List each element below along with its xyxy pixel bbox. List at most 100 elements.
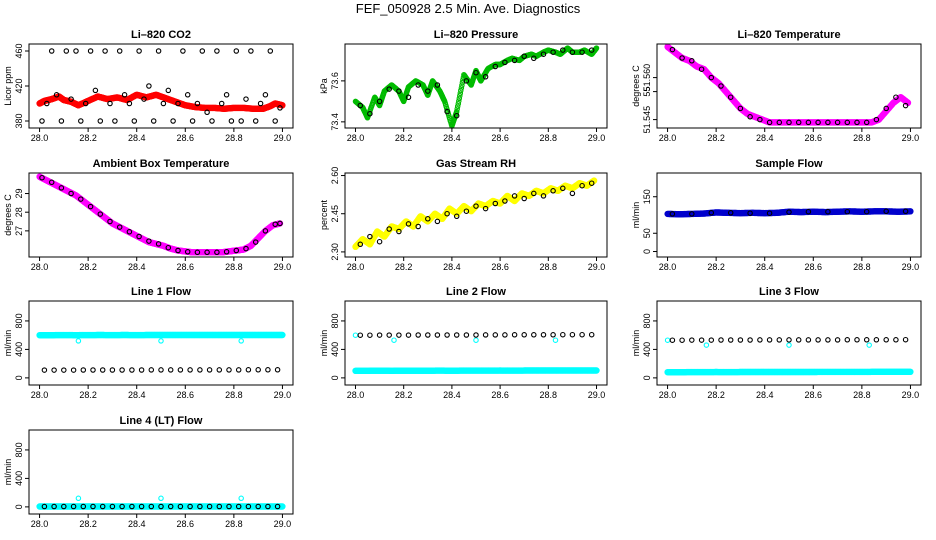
y-tick-label: 400: [14, 471, 24, 486]
panel-title-line3: Line 3 Flow: [759, 286, 819, 298]
data-point: [531, 55, 537, 62]
x-tick-label: 29.0: [588, 133, 606, 143]
data-point: [175, 100, 181, 107]
data-point: [689, 58, 695, 64]
x-tick-label: 28.4: [756, 390, 774, 400]
x-tick-label: 28.4: [128, 519, 146, 529]
data-point: [727, 337, 734, 343]
data-point: [80, 367, 87, 373]
panel-box_temp: Ambient Box Temperature 28.0 28.2 28.4 28.6 2…: [3, 158, 294, 272]
data-point: [444, 332, 450, 338]
data-point: [786, 337, 792, 343]
panel-frame-pressure: [344, 43, 608, 129]
data-point: [274, 367, 281, 373]
data-point: [455, 100, 462, 107]
data-point: [863, 337, 870, 343]
data-point: [698, 337, 705, 343]
y-tick-label: 73.4: [330, 113, 340, 131]
data-point: [376, 238, 383, 245]
data-point: [87, 48, 94, 54]
data-point: [569, 331, 576, 338]
panel-title-pressure: Li–820 Pressure: [434, 29, 518, 41]
data-point: [415, 82, 421, 88]
data-point: [492, 63, 499, 70]
data-point: [907, 208, 914, 215]
y-tick-label: 55: [642, 87, 652, 97]
series-line1-dense: [36, 331, 286, 339]
data-point: [75, 338, 82, 344]
series-co2-dense: [36, 91, 286, 113]
data-point: [243, 96, 249, 102]
y-tick-label: 2.30: [330, 243, 340, 261]
y-tick-label: 29: [14, 189, 24, 199]
data-point: [815, 119, 821, 126]
data-point: [141, 96, 147, 102]
data-point: [873, 116, 880, 123]
x-tick-label: 28.6: [805, 262, 823, 272]
data-point: [708, 74, 715, 81]
y-axis-label-rh: percent: [319, 199, 329, 230]
x-tick-label: 28.6: [491, 133, 509, 143]
data-point: [786, 119, 792, 126]
data-point: [458, 85, 465, 91]
data-point: [189, 118, 196, 124]
series-line4-spikes: [75, 495, 244, 502]
data-point: [39, 118, 45, 124]
data-point: [902, 102, 909, 109]
data-point: [223, 92, 230, 98]
data-point: [492, 332, 499, 338]
x-tick-label: 28.0: [31, 519, 49, 529]
data-point: [238, 118, 244, 124]
figure-title: FEF_050928 2.5 Min. Ave. Diagnostics: [355, 1, 581, 16]
data-point: [444, 108, 450, 115]
y-tick-label: 50: [642, 228, 652, 238]
data-point: [216, 367, 223, 373]
data-point: [75, 495, 82, 502]
x-tick-label: 28.8: [853, 262, 871, 272]
data-point: [121, 92, 128, 98]
y-tick-label: 460: [14, 43, 24, 58]
y-tick-label: 150: [642, 189, 652, 204]
x-tick-label: 28.8: [225, 519, 243, 529]
data-point: [206, 367, 213, 373]
data-point: [112, 118, 118, 124]
data-point: [844, 119, 851, 126]
series-line3-dips: [664, 337, 872, 348]
x-tick-label: 28.4: [756, 262, 774, 272]
data-point: [854, 119, 860, 126]
data-point: [766, 337, 773, 343]
data-point: [786, 342, 792, 348]
data-point: [473, 332, 479, 338]
data-point: [463, 78, 470, 84]
data-point: [883, 105, 889, 112]
panel-line1: Line 1 Flow 28.0 28.2 28.4 28.6 28.8 29.0 0 400 8…: [3, 286, 294, 400]
data-point: [44, 100, 50, 107]
x-tick-label: 28.6: [805, 133, 823, 143]
series-line1-dips: [75, 338, 244, 344]
data-point: [126, 100, 133, 107]
data-point: [757, 116, 763, 123]
data-point: [131, 118, 138, 124]
data-point: [257, 100, 264, 107]
y-axis-label-line2: ml/min: [319, 330, 329, 357]
data-point: [109, 367, 116, 373]
y-tick-label: 0: [330, 375, 340, 380]
data-point: [279, 331, 286, 339]
x-tick-label: 28.4: [443, 262, 461, 272]
data-point: [367, 332, 373, 338]
data-point: [194, 100, 201, 107]
y-tick-label: 28: [14, 207, 24, 217]
series-box_temp-dense: [36, 173, 284, 256]
data-point: [405, 332, 412, 338]
y-tick-label: 800: [14, 313, 24, 328]
data-point: [907, 368, 914, 375]
data-point: [97, 118, 104, 124]
x-tick-label: 29.0: [274, 390, 292, 400]
x-tick-label: 28.8: [225, 262, 243, 272]
y-tick-label: 0: [14, 375, 24, 380]
x-tick-label: 28.8: [225, 133, 243, 143]
data-point: [58, 118, 65, 124]
x-tick-label: 28.4: [443, 133, 461, 143]
x-tick-label: 28.6: [177, 262, 195, 272]
data-point: [107, 100, 113, 107]
